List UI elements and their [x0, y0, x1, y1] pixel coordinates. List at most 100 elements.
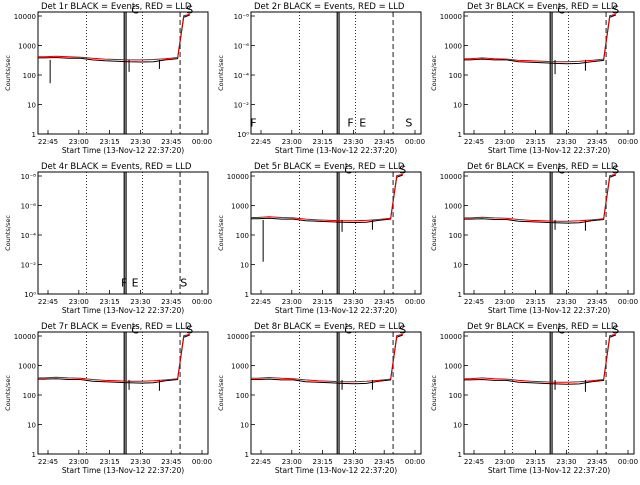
y-tick-label: 10000: [14, 333, 36, 341]
x-tick-label: 23:00: [495, 298, 515, 306]
panel-6: Det 6r BLACK = Events, RED = LLD 22:45 23:…: [430, 162, 638, 315]
y-tick-label: 1: [245, 451, 249, 459]
x-tick-label: 23:15: [100, 298, 120, 306]
lld-line: [251, 173, 403, 222]
panel-marker-label: C: [557, 164, 565, 177]
panel-5: Det 5r BLACK = Events, RED = LLD 22:45 23:…: [217, 162, 425, 315]
x-tick-label: 00:00: [192, 298, 212, 306]
panel-title: Det 2r BLACK = Events, RED = LLD: [254, 2, 405, 12]
y-tick-label: 1: [32, 131, 36, 139]
x-tick-label: 23:45: [587, 298, 607, 306]
panel-marker-label: C: [344, 324, 352, 337]
panel-title: Det 4r BLACK = Events, RED = LLD: [41, 162, 192, 172]
panel-frame: [37, 331, 209, 455]
x-axis-label: Start Time (13-Nov-12 22:37:20): [275, 146, 397, 155]
y-tick-label: 1000: [231, 203, 249, 211]
y-tick-label: 1000: [18, 43, 36, 51]
panel-marker-label: E: [132, 276, 139, 289]
x-axis-label: Start Time (13-Nov-12 22:37:20): [62, 306, 184, 315]
x-tick-label: 22:45: [38, 138, 58, 146]
y-tick-label: 1: [458, 131, 462, 139]
panel-2: Det 2r BLACK = Events, RED = LLD 22:45 23:…: [217, 2, 425, 155]
x-tick-label: 00:00: [618, 138, 638, 146]
panel-title: Det 9r BLACK = Events, RED = LLD: [467, 322, 618, 332]
y-tick-label: 1: [32, 451, 36, 459]
x-tick-label: 23:30: [130, 458, 150, 466]
x-tick-label: 23:00: [495, 458, 515, 466]
x-axis-label: Start Time (13-Nov-12 22:37:20): [275, 466, 397, 475]
panel-frame: [37, 11, 209, 135]
y-tick-label: 10⁻⁴: [21, 232, 37, 240]
y-tick-label: 10: [453, 102, 462, 110]
x-tick-label: 22:45: [251, 458, 271, 466]
x-axis-label: Start Time (13-Nov-12 22:37:20): [275, 306, 397, 315]
panel-marker-label: S: [180, 276, 187, 289]
x-tick-label: 00:00: [405, 138, 425, 146]
panel-marker-label: S: [186, 4, 193, 17]
y-tick-label: 10⁻⁸: [21, 173, 37, 181]
x-tick-label: 00:00: [618, 298, 638, 306]
panel-title: Det 5r BLACK = Events, RED = LLD: [254, 162, 405, 172]
y-tick-label: 1000: [444, 43, 462, 51]
panel-marker-label: F: [250, 116, 256, 129]
x-tick-label: 23:45: [587, 458, 607, 466]
y-tick-label: 10⁻⁴: [234, 72, 250, 80]
panel-marker-label: S: [399, 324, 406, 337]
panel-marker-label: E: [359, 116, 366, 129]
x-tick-label: 00:00: [192, 458, 212, 466]
y-tick-label: 10000: [440, 173, 462, 181]
x-tick-label: 23:00: [69, 458, 89, 466]
y-tick-label: 100: [23, 72, 36, 80]
events-line: [464, 334, 616, 385]
x-tick-label: 23:15: [313, 458, 333, 466]
x-tick-label: 23:15: [526, 298, 546, 306]
panel-marker-label: C: [557, 324, 565, 337]
x-tick-label: 23:15: [526, 458, 546, 466]
panel-title: Det 3r BLACK = Events, RED = LLD: [467, 2, 618, 12]
y-axis-label: Counts/sec: [217, 375, 225, 411]
panel-4: Det 4r BLACK = Events, RED = LLD 22:45 23:…: [4, 162, 212, 315]
panel-marker-label: S: [186, 324, 193, 337]
events-line: [251, 334, 403, 385]
y-tick-label: 10⁻⁸: [234, 13, 250, 21]
events-line: [464, 14, 616, 65]
x-tick-label: 00:00: [618, 458, 638, 466]
y-tick-label: 10: [240, 262, 249, 270]
panel-marker-label: S: [612, 4, 619, 17]
lld-line: [464, 173, 616, 222]
x-tick-label: 22:45: [464, 298, 484, 306]
x-tick-label: 23:00: [282, 298, 302, 306]
y-tick-label: 10: [453, 422, 462, 430]
x-tick-label: 23:15: [313, 298, 333, 306]
panel-1: Det 1r BLACK = Events, RED = LLD 22:45 23:…: [4, 2, 212, 155]
panel-frame: [250, 171, 422, 295]
y-tick-label: 100: [236, 392, 249, 400]
y-tick-label: 1: [245, 291, 249, 299]
x-tick-label: 22:45: [464, 138, 484, 146]
panel-7: Det 7r BLACK = Events, RED = LLD 22:45 23:…: [4, 322, 212, 475]
panel-frame: [463, 11, 635, 135]
x-tick-label: 23:15: [313, 138, 333, 146]
panel-frame: [250, 331, 422, 455]
x-tick-label: 23:30: [343, 138, 363, 146]
y-tick-label: 10000: [14, 13, 36, 21]
panel-marker-label: S: [405, 116, 412, 129]
y-axis-label: Counts/sec: [217, 215, 225, 251]
x-tick-label: 22:45: [38, 298, 58, 306]
y-axis-label: Counts/sec: [217, 55, 225, 91]
x-tick-label: 23:15: [526, 138, 546, 146]
x-tick-label: 23:30: [343, 298, 363, 306]
x-axis-label: Start Time (13-Nov-12 22:37:20): [488, 146, 610, 155]
x-axis-label: Start Time (13-Nov-12 22:37:20): [62, 466, 184, 475]
panel-frame: [37, 171, 209, 295]
y-tick-label: 10⁻²: [21, 262, 37, 270]
x-tick-label: 23:45: [374, 458, 394, 466]
x-tick-label: 22:45: [251, 138, 271, 146]
lld-line: [251, 333, 403, 383]
lld-line: [38, 13, 190, 61]
y-tick-label: 10⁻⁶: [21, 203, 37, 211]
x-tick-label: 23:45: [587, 138, 607, 146]
y-tick-label: 1: [458, 291, 462, 299]
panel-title: Det 8r BLACK = Events, RED = LLD: [254, 322, 405, 332]
x-tick-label: 22:45: [251, 298, 271, 306]
